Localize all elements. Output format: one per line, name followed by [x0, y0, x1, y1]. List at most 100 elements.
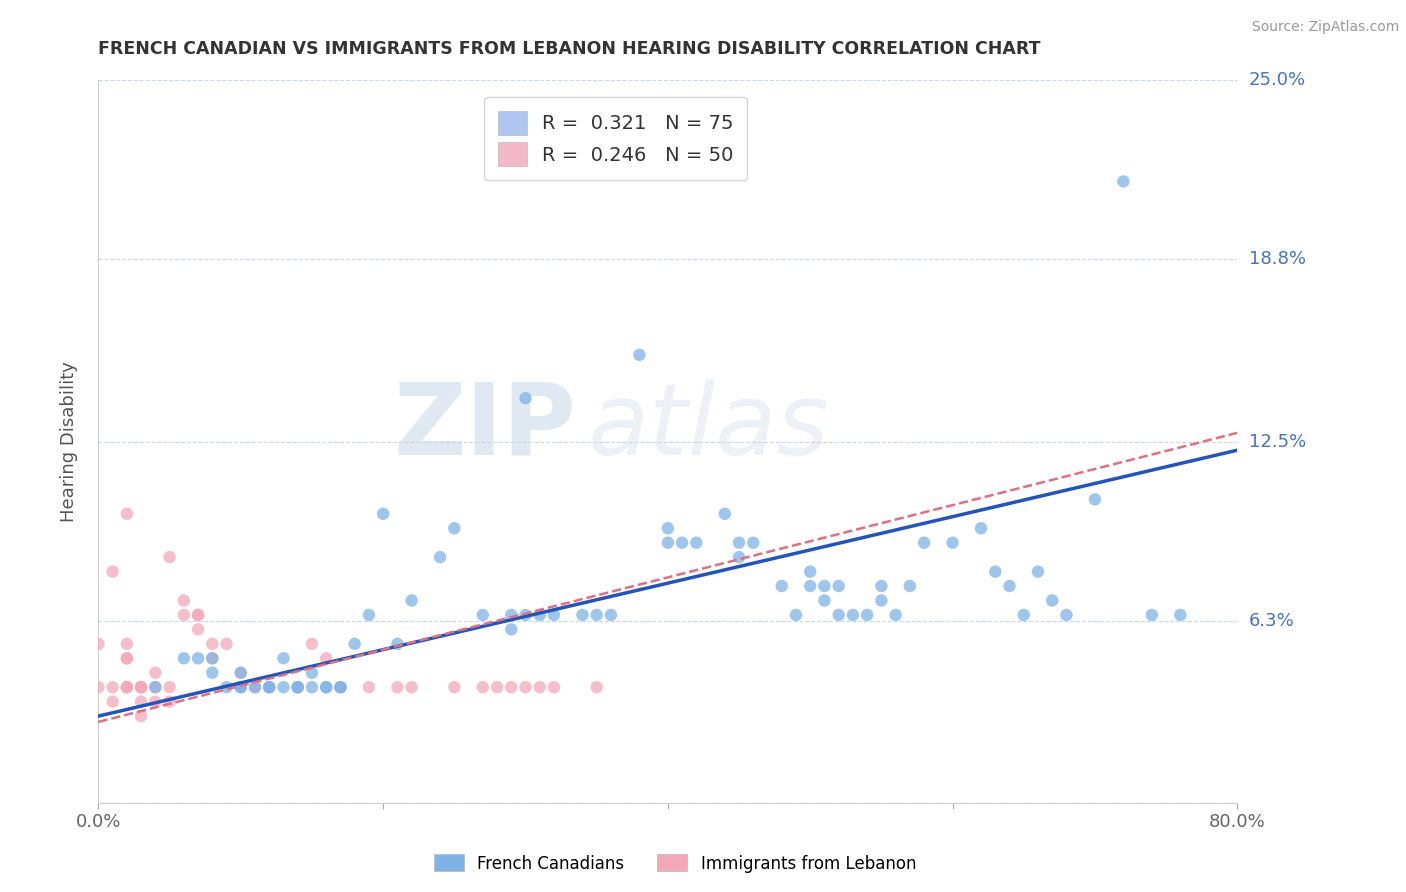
- Legend: R =  0.321   N = 75, R =  0.246   N = 50: R = 0.321 N = 75, R = 0.246 N = 50: [484, 97, 748, 179]
- Point: [856, 607, 879, 622]
- Point: [343, 637, 366, 651]
- Point: [315, 680, 337, 694]
- Point: [714, 507, 737, 521]
- Point: [115, 637, 138, 651]
- Point: [401, 593, 423, 607]
- Point: [273, 680, 295, 694]
- Point: [443, 521, 465, 535]
- Point: [229, 680, 252, 694]
- Point: [657, 535, 679, 549]
- Point: [173, 651, 195, 665]
- Point: [1040, 593, 1063, 607]
- Point: [315, 680, 337, 694]
- Text: 18.8%: 18.8%: [1249, 251, 1306, 268]
- Point: [129, 680, 152, 694]
- Point: [173, 607, 195, 622]
- Point: [813, 593, 835, 607]
- Point: [813, 579, 835, 593]
- Point: [201, 665, 224, 680]
- Point: [387, 680, 409, 694]
- Point: [145, 665, 167, 680]
- Point: [471, 607, 494, 622]
- Point: [429, 550, 451, 565]
- Point: [1112, 174, 1135, 188]
- Point: [585, 680, 607, 694]
- Point: [685, 535, 707, 549]
- Point: [898, 579, 921, 593]
- Point: [301, 665, 323, 680]
- Point: [1084, 492, 1107, 507]
- Text: FRENCH CANADIAN VS IMMIGRANTS FROM LEBANON HEARING DISABILITY CORRELATION CHART: FRENCH CANADIAN VS IMMIGRANTS FROM LEBAN…: [98, 40, 1040, 58]
- Point: [785, 607, 807, 622]
- Point: [770, 579, 793, 593]
- Point: [229, 665, 252, 680]
- Point: [115, 680, 138, 694]
- Legend: French Canadians, Immigrants from Lebanon: French Canadians, Immigrants from Lebano…: [427, 847, 922, 880]
- Point: [529, 607, 551, 622]
- Point: [571, 607, 593, 622]
- Point: [129, 709, 152, 723]
- Point: [1056, 607, 1078, 622]
- Point: [187, 607, 209, 622]
- Point: [329, 680, 352, 694]
- Point: [628, 348, 651, 362]
- Point: [301, 637, 323, 651]
- Point: [1026, 565, 1049, 579]
- Point: [387, 637, 409, 651]
- Point: [145, 695, 167, 709]
- Point: [1012, 607, 1035, 622]
- Point: [101, 680, 124, 694]
- Text: ZIP: ZIP: [394, 378, 576, 475]
- Point: [159, 680, 181, 694]
- Point: [301, 680, 323, 694]
- Point: [671, 535, 693, 549]
- Point: [870, 579, 893, 593]
- Point: [215, 637, 238, 651]
- Point: [259, 680, 281, 694]
- Point: [373, 507, 395, 521]
- Point: [159, 695, 181, 709]
- Y-axis label: Hearing Disability: Hearing Disability: [59, 361, 77, 522]
- Text: Source: ZipAtlas.com: Source: ZipAtlas.com: [1251, 20, 1399, 34]
- Point: [101, 695, 124, 709]
- Point: [799, 579, 821, 593]
- Point: [501, 607, 523, 622]
- Point: [287, 680, 309, 694]
- Point: [145, 680, 167, 694]
- Point: [115, 680, 138, 694]
- Point: [115, 651, 138, 665]
- Point: [501, 680, 523, 694]
- Point: [243, 680, 266, 694]
- Point: [471, 680, 494, 694]
- Point: [515, 680, 537, 694]
- Point: [243, 680, 266, 694]
- Point: [287, 680, 309, 694]
- Point: [912, 535, 935, 549]
- Point: [215, 680, 238, 694]
- Point: [273, 651, 295, 665]
- Point: [742, 535, 765, 549]
- Point: [357, 607, 380, 622]
- Point: [728, 550, 751, 565]
- Point: [443, 680, 465, 694]
- Point: [401, 680, 423, 694]
- Point: [728, 535, 751, 549]
- Point: [229, 665, 252, 680]
- Point: [799, 565, 821, 579]
- Point: [970, 521, 993, 535]
- Point: [259, 680, 281, 694]
- Point: [329, 680, 352, 694]
- Point: [259, 680, 281, 694]
- Point: [1170, 607, 1192, 622]
- Point: [501, 623, 523, 637]
- Point: [115, 651, 138, 665]
- Point: [329, 680, 352, 694]
- Point: [884, 607, 907, 622]
- Point: [187, 607, 209, 622]
- Point: [543, 607, 565, 622]
- Point: [201, 651, 224, 665]
- Point: [187, 623, 209, 637]
- Point: [357, 680, 380, 694]
- Point: [842, 607, 865, 622]
- Point: [529, 680, 551, 694]
